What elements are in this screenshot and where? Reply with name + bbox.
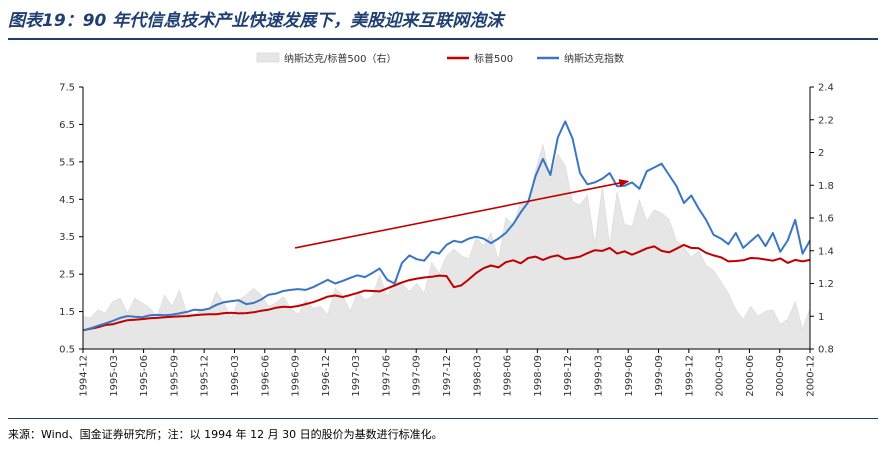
x-tick-label-6: 1996-06: [260, 355, 271, 397]
x-tick-label-23: 2000-09: [775, 355, 786, 397]
y-left-tick-label-1: 1.5: [59, 307, 75, 318]
x-tick-label-10: 1997-06: [381, 355, 392, 397]
y-left-tick-label-4: 4.5: [59, 195, 75, 206]
y-left-tick-label-5: 5.5: [59, 157, 75, 168]
legend-label-1: 标普500: [474, 52, 513, 65]
y-right-tick-label-6: 2: [818, 148, 824, 159]
y-right-tick-label-7: 2.2: [818, 115, 834, 126]
x-tick-label-16: 1998-12: [563, 355, 574, 397]
x-tick-label-20: 1999-12: [684, 355, 695, 397]
legend-label-0: 纳斯达克/标普500（右）: [284, 52, 396, 65]
y-right-tick-label-3: 1.4: [818, 246, 834, 257]
x-tick-label-24: 2000-12: [806, 355, 817, 397]
series-line-2: [82, 120, 811, 332]
title-divider: [8, 38, 878, 40]
y-right-tick-label-1: 1: [818, 312, 824, 323]
x-tick-label-12: 1997-12: [442, 355, 453, 397]
source-note: 来源：Wind、国金证券研究所；注：以 1994 年 12 月 30 日的股价为…: [8, 428, 443, 441]
legend-swatch-0: [256, 52, 280, 63]
x-tick-label-14: 1998-06: [503, 355, 514, 397]
x-tick-label-19: 1999-09: [654, 355, 665, 397]
x-tick-label-7: 1996-09: [291, 355, 302, 397]
x-tick-label-4: 1995-12: [200, 355, 211, 397]
y-left-tick-label-2: 2.5: [59, 270, 75, 281]
trend-arrow-layer: [294, 179, 630, 249]
chart: 纳斯达克/标普500（右） 标普500 纳斯达克指数 0.5 1.5 2.5 3.5 4.5…: [59, 52, 834, 397]
x-tick-label-13: 1998-03: [472, 355, 483, 397]
x-tick-label-8: 1996-12: [321, 355, 332, 397]
y-left-tick-label-7: 7.5: [59, 83, 75, 94]
y-right-tick-label-2: 1.2: [818, 279, 834, 290]
chart-legend: 纳斯达克/标普500（右） 标普500 纳斯达克指数: [256, 52, 624, 65]
y-right-tick-label-8: 2.4: [818, 83, 834, 94]
y-right-tick-label-4: 1.6: [818, 214, 834, 225]
x-tick-label-22: 2000-06: [745, 355, 756, 397]
x-tick-label-5: 1996-03: [230, 355, 241, 397]
chart-title: 图表19：90 年代信息技术产业快速发展下，美股迎来互联网泡沫: [8, 11, 504, 31]
legend-label-2: 纳斯达克指数: [564, 52, 624, 65]
x-tick-label-2: 1995-06: [139, 355, 150, 397]
y-left-tick-label-0: 0.5: [59, 345, 75, 356]
x-tick-label-3: 1995-09: [169, 355, 180, 397]
footer-divider: [8, 418, 878, 419]
axes-layer: 0.5 1.5 2.5 3.5 4.5 5.5 6.5 7.5 0.8 1 1.2 1.4 1.6 1.8…: [59, 83, 834, 397]
y-left-tick-label-6: 6.5: [59, 120, 75, 131]
trend-arrow: [294, 179, 630, 249]
series-line-1: [82, 243, 811, 332]
y-right-tick-label-5: 1.8: [818, 181, 834, 192]
y-left-tick-label-3: 3.5: [59, 232, 75, 243]
x-tick-label-18: 1999-06: [624, 355, 635, 397]
index-lines-layer: [82, 120, 811, 332]
x-tick-label-17: 1999-03: [593, 355, 604, 397]
x-tick-label-9: 1997-03: [351, 355, 362, 397]
x-tick-label-0: 1994-12: [79, 355, 90, 397]
series-area-0: [82, 144, 811, 350]
x-tick-label-11: 1997-09: [412, 355, 423, 397]
x-tick-label-1: 1995-03: [109, 355, 120, 397]
ratio-area-layer: [82, 144, 811, 350]
x-tick-label-21: 2000-03: [715, 355, 726, 397]
y-right-tick-label-0: 0.8: [818, 345, 834, 356]
x-tick-label-15: 1998-09: [533, 355, 544, 397]
